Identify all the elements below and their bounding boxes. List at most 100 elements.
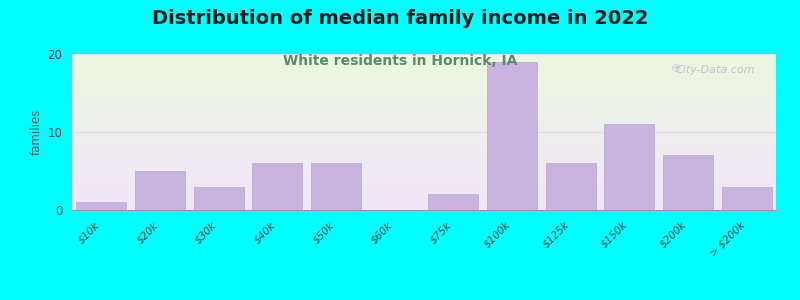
Bar xyxy=(72,64,776,65)
Bar xyxy=(72,82,776,83)
Bar xyxy=(72,206,776,207)
Bar xyxy=(72,104,776,105)
Bar xyxy=(72,87,776,88)
Bar xyxy=(429,194,478,210)
Bar xyxy=(72,125,776,126)
Bar xyxy=(72,159,776,160)
Bar xyxy=(72,166,776,167)
Bar xyxy=(72,152,776,153)
Bar xyxy=(135,171,185,210)
Bar xyxy=(72,98,776,99)
Bar xyxy=(72,99,776,100)
Bar xyxy=(72,202,776,203)
Bar xyxy=(72,101,776,102)
Bar xyxy=(72,119,776,120)
Bar xyxy=(72,207,776,208)
Bar xyxy=(72,157,776,158)
Bar xyxy=(72,174,776,175)
Bar xyxy=(72,124,776,125)
Bar xyxy=(72,79,776,80)
Bar xyxy=(72,209,776,210)
Bar xyxy=(72,183,776,184)
Bar xyxy=(72,161,776,162)
Bar xyxy=(72,70,776,71)
Bar xyxy=(72,94,776,95)
Bar xyxy=(72,80,776,81)
Bar xyxy=(72,103,776,104)
Bar xyxy=(72,198,776,199)
Text: Distribution of median family income in 2022: Distribution of median family income in … xyxy=(152,9,648,28)
Bar xyxy=(72,145,776,146)
Bar xyxy=(72,110,776,111)
Bar xyxy=(72,187,776,188)
Bar xyxy=(72,111,776,112)
Bar xyxy=(72,116,776,117)
Bar xyxy=(72,135,776,136)
Bar xyxy=(72,71,776,72)
Bar xyxy=(72,151,776,152)
Bar xyxy=(72,147,776,148)
Bar xyxy=(546,163,595,210)
Bar xyxy=(72,169,776,170)
Bar xyxy=(72,189,776,190)
Y-axis label: families: families xyxy=(30,109,43,155)
Bar xyxy=(72,195,776,196)
Bar xyxy=(72,208,776,209)
Bar xyxy=(487,62,537,210)
Bar xyxy=(72,191,776,192)
Bar xyxy=(72,113,776,114)
Bar xyxy=(72,68,776,69)
Text: ⊕: ⊕ xyxy=(670,62,681,75)
Bar xyxy=(72,133,776,134)
Bar xyxy=(72,193,776,194)
Bar xyxy=(72,137,776,138)
Bar xyxy=(72,114,776,115)
Bar xyxy=(72,59,776,60)
Bar xyxy=(72,65,776,66)
Bar xyxy=(72,91,776,92)
Bar xyxy=(72,176,776,177)
Bar xyxy=(72,140,776,141)
Bar xyxy=(72,196,776,197)
Bar xyxy=(72,190,776,191)
Bar xyxy=(72,131,776,132)
Bar xyxy=(72,88,776,89)
Bar xyxy=(72,138,776,139)
Bar xyxy=(72,160,776,161)
Bar xyxy=(72,75,776,76)
Bar xyxy=(72,117,776,118)
Bar xyxy=(663,155,713,210)
Bar xyxy=(72,162,776,163)
Bar xyxy=(72,55,776,56)
Bar xyxy=(194,187,243,210)
Bar xyxy=(72,136,776,137)
Bar xyxy=(72,56,776,57)
Bar xyxy=(72,199,776,200)
Bar xyxy=(72,107,776,108)
Bar xyxy=(72,102,776,103)
Bar xyxy=(72,85,776,86)
Bar xyxy=(72,112,776,113)
Bar xyxy=(72,105,776,106)
Bar xyxy=(72,120,776,121)
Bar xyxy=(72,178,776,179)
Bar xyxy=(72,132,776,133)
Bar xyxy=(722,187,771,210)
Bar xyxy=(72,66,776,67)
Bar xyxy=(72,109,776,110)
Bar xyxy=(72,205,776,206)
Bar xyxy=(72,92,776,93)
Bar xyxy=(72,153,776,154)
Bar xyxy=(72,61,776,62)
Bar xyxy=(72,194,776,195)
Bar xyxy=(72,175,776,176)
Bar xyxy=(72,171,776,172)
Bar xyxy=(72,118,776,119)
Bar xyxy=(72,93,776,94)
Bar xyxy=(72,60,776,61)
Bar xyxy=(72,192,776,193)
Bar xyxy=(72,149,776,150)
Bar xyxy=(72,148,776,149)
Text: White residents in Hornick, IA: White residents in Hornick, IA xyxy=(283,54,517,68)
Bar xyxy=(72,126,776,127)
